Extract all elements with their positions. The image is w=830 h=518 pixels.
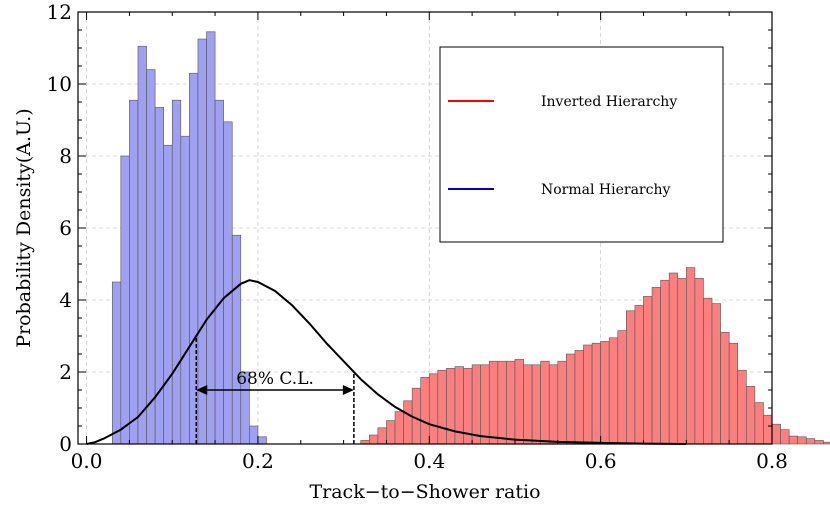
inverted-hierarchy-bar <box>428 373 439 445</box>
normal-hierarchy-bar <box>231 234 242 445</box>
ci-arrowhead-right <box>342 385 354 395</box>
inverted-hierarchy-bar <box>566 353 576 445</box>
inverted-hierarchy-bar <box>694 278 704 445</box>
inverted-hierarchy-bar <box>600 341 610 445</box>
inverted-hierarchy-bar <box>446 368 456 445</box>
inverted-hierarchy-bar <box>608 337 619 445</box>
x-tick-label: 0.6 <box>585 449 617 473</box>
normal-hierarchy-bar <box>111 281 122 445</box>
inverted-hierarchy-bar <box>471 364 481 445</box>
inverted-hierarchy-bar <box>548 364 559 445</box>
axis-ticks: 0.0 0.2 0.4 0.6 0.8 0 2 4 6 8 10 12 <box>47 0 788 473</box>
normal-hierarchy-bar <box>171 99 182 445</box>
inverted-hierarchy-bar <box>668 272 679 445</box>
inverted-hierarchy-bar <box>634 305 644 445</box>
y-tick-label: 12 <box>47 0 72 24</box>
inverted-hierarchy-bar <box>780 429 790 445</box>
inverted-hierarchy-bar <box>771 423 781 445</box>
normal-hierarchy-bar <box>129 99 139 445</box>
normal-hierarchy-bar <box>163 144 173 445</box>
x-tick-label: 0.8 <box>756 449 788 473</box>
x-tick-label: 0.2 <box>242 449 274 473</box>
normal-hierarchy-bar <box>257 436 267 445</box>
inverted-hierarchy-bar <box>728 342 739 445</box>
inverted-hierarchy-bar <box>823 441 830 445</box>
inverted-hierarchy-bar <box>369 434 379 445</box>
y-tick-label: 6 <box>59 216 72 240</box>
normal-hierarchy-bar <box>120 155 130 445</box>
inverted-hierarchy-bar <box>497 360 507 445</box>
legend-box <box>439 46 724 243</box>
inverted-hierarchy-bar <box>531 364 541 445</box>
y-tick-label: 10 <box>47 72 72 96</box>
inverted-hierarchy-bar <box>626 310 636 445</box>
inverted-hierarchy-bar <box>411 387 422 445</box>
x-tick-label: 0.0 <box>71 449 103 473</box>
normal-hierarchy-bar <box>206 31 216 445</box>
normal-hierarchy-bar <box>197 38 207 445</box>
inverted-hierarchy-bar <box>651 287 661 445</box>
inverted-hierarchy-bar <box>420 377 430 445</box>
inverted-hierarchy-bar <box>703 297 713 445</box>
inverted-hierarchy-bar <box>557 360 567 445</box>
inverted-hierarchy-bar <box>377 427 387 445</box>
inverted-hierarchy-bar <box>711 303 721 445</box>
inverted-hierarchy-bar <box>488 360 499 445</box>
y-tick-label: 8 <box>59 144 72 168</box>
normal-hierarchy-bar <box>249 425 259 445</box>
inverted-hierarchy-bar <box>788 435 799 445</box>
inverted-hierarchy-bar <box>814 440 824 445</box>
normal-hierarchy-bar <box>137 45 147 445</box>
inverted-hierarchy-bar <box>591 342 601 445</box>
inverted-hierarchy-bar <box>720 332 730 445</box>
inverted-hierarchy-bar <box>394 411 404 445</box>
inverted-hierarchy-bar <box>540 360 550 445</box>
inverted-hierarchy-bar <box>745 386 756 445</box>
inverted-hierarchy-bar <box>386 420 396 445</box>
inverted-hierarchy-bar <box>643 296 653 445</box>
legend: Inverted Hierarchy Normal Hierarchy <box>439 46 724 243</box>
y-axis-label: Probability Density(A.U.) <box>13 108 35 347</box>
normal-hierarchy-bar <box>146 69 156 445</box>
inverted-hierarchy-bar <box>437 369 447 445</box>
legend-label-normal: Normal Hierarchy <box>541 182 670 198</box>
inverted-hierarchy-bar <box>506 360 516 445</box>
probability-curve-layer <box>86 279 687 445</box>
confidence-interval-label: 68% C.L. <box>236 369 314 389</box>
inverted-hierarchy-bar <box>805 438 816 445</box>
inverted-hierarchy-bar <box>574 350 584 445</box>
x-axis-label: Track−to−Shower ratio <box>309 481 540 503</box>
legend-label-inverted: Inverted Hierarchy <box>541 94 677 110</box>
inverted-hierarchy-bar <box>737 369 747 445</box>
inverted-hierarchy-bar <box>403 400 413 445</box>
inverted-hierarchy-bar <box>754 402 764 445</box>
inverted-hierarchy-bar <box>797 436 807 445</box>
ci-arrowhead-left <box>196 385 208 395</box>
inverted-hierarchy-bar <box>677 278 687 445</box>
normal-hierarchy-bar <box>154 107 164 445</box>
y-tick-label: 4 <box>59 288 72 312</box>
inverted-hierarchy-bar <box>763 414 773 445</box>
inverted-hierarchy-bar <box>617 330 627 445</box>
x-tick-label: 0.4 <box>413 449 445 473</box>
y-tick-label: 0 <box>59 432 72 456</box>
inverted-hierarchy-bar <box>660 279 670 445</box>
inverted-hierarchy-bar <box>514 359 524 445</box>
inverted-hierarchy-bars <box>360 267 830 445</box>
inverted-hierarchy-bar <box>686 267 696 445</box>
inverted-hierarchy-bar <box>523 364 533 445</box>
normal-hierarchy-bar <box>223 121 233 445</box>
inverted-hierarchy-bar <box>583 344 593 445</box>
inverted-hierarchy-bar <box>480 364 490 445</box>
confidence-interval-layer <box>195 336 355 444</box>
normal-hierarchy-bar <box>180 135 190 445</box>
y-tick-label: 2 <box>59 360 72 384</box>
probability-curve <box>86 279 687 445</box>
normal-hierarchy-bar <box>214 99 224 445</box>
